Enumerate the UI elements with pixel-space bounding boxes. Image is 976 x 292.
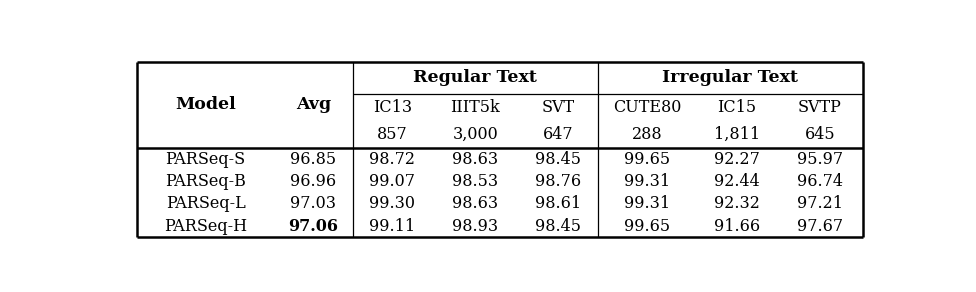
Text: 98.53: 98.53 — [452, 173, 499, 190]
Text: Model: Model — [176, 96, 236, 114]
Text: PARSeq-H: PARSeq-H — [164, 218, 247, 235]
Text: 98.63: 98.63 — [452, 195, 499, 212]
Text: 92.32: 92.32 — [713, 195, 759, 212]
Text: 96.85: 96.85 — [291, 151, 337, 168]
Text: 98.63: 98.63 — [452, 151, 499, 168]
Text: 92.27: 92.27 — [713, 151, 759, 168]
Text: 99.31: 99.31 — [625, 173, 671, 190]
Text: 3,000: 3,000 — [453, 126, 498, 143]
Text: 647: 647 — [543, 126, 574, 143]
Text: 92.44: 92.44 — [713, 173, 759, 190]
Text: CUTE80: CUTE80 — [613, 99, 681, 116]
Text: 97.03: 97.03 — [291, 195, 337, 212]
Text: 857: 857 — [377, 126, 408, 143]
Text: 99.65: 99.65 — [625, 218, 671, 235]
Text: IC13: IC13 — [373, 99, 412, 116]
Text: 95.97: 95.97 — [796, 151, 842, 168]
Text: PARSeq-L: PARSeq-L — [166, 195, 246, 212]
Text: 97.21: 97.21 — [796, 195, 842, 212]
Text: 97.67: 97.67 — [796, 218, 842, 235]
Text: SVT: SVT — [542, 99, 575, 116]
Text: 99.11: 99.11 — [369, 218, 416, 235]
Text: 99.65: 99.65 — [625, 151, 671, 168]
Text: Avg: Avg — [296, 96, 331, 114]
Text: IIIT5k: IIIT5k — [451, 99, 500, 116]
Text: 99.07: 99.07 — [369, 173, 416, 190]
Text: 99.31: 99.31 — [625, 195, 671, 212]
Text: SVTP: SVTP — [797, 99, 841, 116]
Text: 97.06: 97.06 — [289, 218, 339, 235]
Text: Regular Text: Regular Text — [414, 69, 537, 86]
Text: PARSeq-S: PARSeq-S — [166, 151, 246, 168]
Text: 98.93: 98.93 — [452, 218, 499, 235]
Text: 91.66: 91.66 — [713, 218, 759, 235]
Text: 645: 645 — [804, 126, 835, 143]
Text: 1,811: 1,811 — [713, 126, 759, 143]
Text: 96.74: 96.74 — [796, 173, 842, 190]
Text: 98.72: 98.72 — [369, 151, 416, 168]
Text: 98.45: 98.45 — [535, 151, 582, 168]
Text: 98.61: 98.61 — [535, 195, 582, 212]
Text: PARSeq-B: PARSeq-B — [165, 173, 246, 190]
Text: 98.76: 98.76 — [535, 173, 582, 190]
Text: IC15: IC15 — [717, 99, 756, 116]
Text: 98.45: 98.45 — [535, 218, 582, 235]
Text: 99.30: 99.30 — [369, 195, 416, 212]
Text: 96.96: 96.96 — [291, 173, 337, 190]
Text: 288: 288 — [632, 126, 663, 143]
Text: Irregular Text: Irregular Text — [663, 69, 798, 86]
